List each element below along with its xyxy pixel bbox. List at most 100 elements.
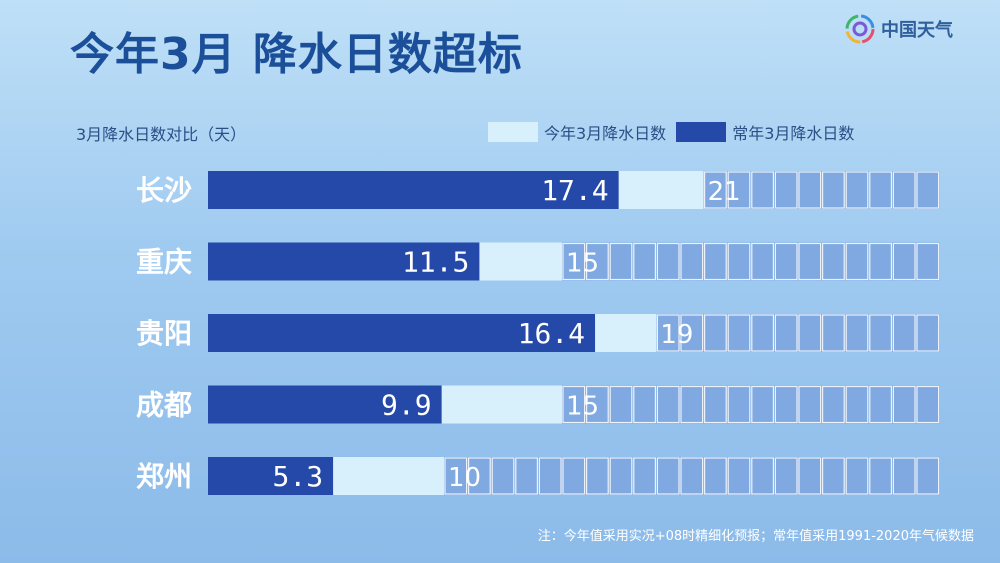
grid-cell — [727, 171, 751, 209]
grid-cell — [562, 457, 586, 495]
brand-logo: 中国天气 — [845, 14, 953, 44]
grid-cell — [727, 314, 751, 352]
grid-cell — [916, 457, 940, 495]
chart-legend: 今年3月降水日数 常年3月降水日数 — [488, 120, 854, 144]
grid-cell — [798, 171, 822, 209]
grid-cell — [515, 457, 538, 495]
grid-cell — [656, 242, 680, 281]
grid-cell — [491, 457, 515, 495]
legend-item-normal: 常年3月降水日数 — [676, 120, 854, 144]
grid-cell — [751, 314, 774, 352]
bar-current — [208, 457, 334, 495]
bar-current — [208, 171, 619, 209]
grid-cell — [774, 242, 798, 281]
grid-cell — [798, 242, 822, 281]
grid-cell — [751, 171, 774, 209]
grid-cell — [892, 457, 916, 495]
category-label: 长沙 — [136, 174, 192, 207]
value-label-current: 5.3 — [273, 460, 324, 493]
grid-cell — [727, 457, 751, 495]
grid-cell — [751, 242, 774, 281]
grid-cell — [869, 242, 892, 281]
brand-name: 中国天气 — [881, 20, 953, 41]
grid-cell — [609, 457, 633, 495]
grid-cell — [845, 457, 869, 495]
value-label-current: 9.9 — [381, 389, 432, 422]
grid-cell — [798, 314, 822, 352]
category-label: 成都 — [136, 389, 192, 422]
value-label-current: 11.5 — [402, 246, 469, 279]
value-label-current: 17.4 — [541, 174, 608, 207]
grid-cell — [774, 385, 798, 424]
grid-cell — [845, 242, 869, 281]
grid-cell — [633, 242, 656, 281]
grid-cell — [892, 385, 916, 424]
bar-current — [208, 242, 480, 281]
grid-cell — [633, 385, 656, 424]
grid-cell — [774, 314, 798, 352]
grid-cell — [869, 385, 892, 424]
grid-cell — [751, 457, 774, 495]
value-label-normal: 10 — [448, 463, 481, 493]
category-label: 重庆 — [136, 246, 192, 279]
grid-cell — [562, 385, 586, 424]
grid-cell — [821, 385, 845, 424]
value-label-normal: 15 — [566, 392, 599, 422]
value-label-normal: 15 — [566, 249, 599, 279]
grid-cell — [892, 171, 916, 209]
value-label-normal: 19 — [660, 320, 693, 350]
category-label: 贵阳 — [136, 317, 192, 350]
page-title: 今年3月 降水日数超标 — [70, 29, 523, 80]
value-label-normal: 21 — [708, 177, 741, 207]
grid-cell — [798, 457, 822, 495]
grid-cell — [444, 457, 468, 495]
grid-cell — [656, 457, 680, 495]
footnote: 注：今年值采用实况+08时精细化预报；常年值采用1991-2020年气候数据 — [537, 529, 974, 544]
grid-cell — [703, 314, 727, 352]
grid-cell — [703, 385, 727, 424]
grid-cell — [845, 385, 869, 424]
legend-label-current: 今年3月降水日数 — [544, 124, 667, 143]
swirl-logo-icon — [845, 14, 875, 44]
grid-cell — [892, 242, 916, 281]
grid-cell — [680, 314, 704, 352]
grid-cell — [609, 242, 633, 281]
category-label: 郑州 — [136, 460, 192, 493]
grid-cell — [703, 171, 727, 209]
grid-cell — [703, 242, 727, 281]
grid-cell — [892, 314, 916, 352]
grid-cell — [656, 385, 680, 424]
bar-current — [208, 385, 442, 424]
grid-cell — [468, 457, 491, 495]
grid-cell — [562, 242, 586, 281]
grid-cell — [585, 242, 609, 281]
grid-cell — [680, 242, 704, 281]
grid-cell — [916, 242, 940, 281]
bar-current — [208, 314, 596, 352]
grid-cell — [538, 457, 562, 495]
grid-cell — [821, 457, 845, 495]
chart-subtitle: 3月降水日数对比（天） — [76, 125, 247, 144]
grid-cell — [821, 314, 845, 352]
grid-cell — [845, 314, 869, 352]
grid-cell — [916, 171, 940, 209]
grid-cell — [821, 242, 845, 281]
grid-cell — [798, 385, 822, 424]
grid-cell — [585, 385, 609, 424]
legend-label-normal: 常年3月降水日数 — [732, 124, 855, 143]
grid-cell — [703, 457, 727, 495]
grid-cell — [845, 171, 869, 209]
grid-cell — [680, 457, 704, 495]
grid-cell — [774, 171, 798, 209]
legend-swatch-current — [488, 122, 538, 142]
grid-cell — [656, 314, 680, 352]
grid-cell — [727, 242, 751, 281]
grid-cell — [727, 385, 751, 424]
grid-cell — [609, 385, 633, 424]
grid-cell — [869, 171, 892, 209]
grid-cell — [869, 314, 892, 352]
grid-cell — [751, 385, 774, 424]
grid-cell — [680, 385, 704, 424]
grid-cell — [774, 457, 798, 495]
